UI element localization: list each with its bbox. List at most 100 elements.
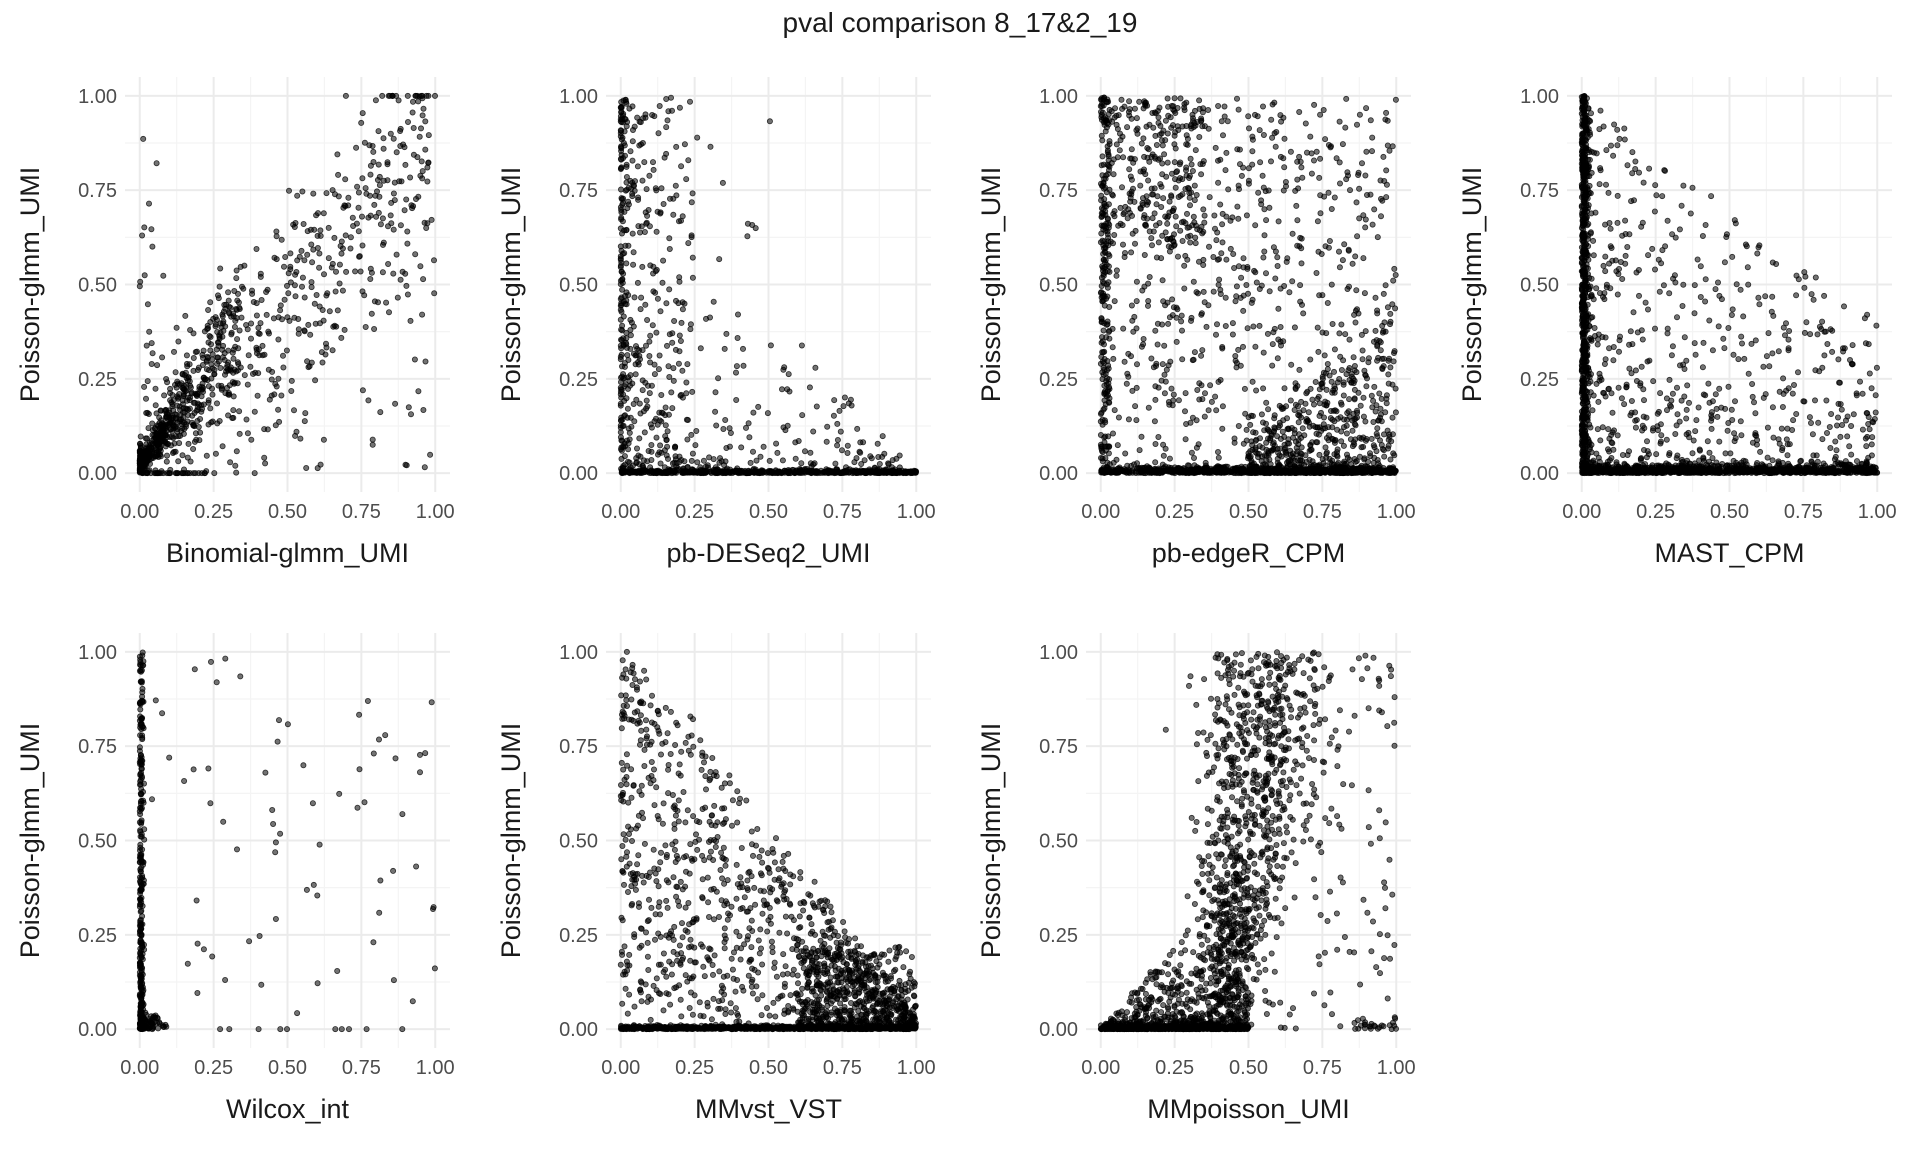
x-tick-label: 0.00 (120, 501, 159, 523)
data-point (639, 139, 646, 146)
data-point (798, 342, 805, 349)
data-point (1133, 298, 1140, 305)
x-tick-label: 0.00 (601, 501, 640, 523)
data-point (402, 270, 409, 277)
data-point (265, 366, 272, 373)
data-point (673, 143, 680, 150)
data-point (379, 215, 386, 222)
data-point (1106, 141, 1113, 148)
data-point (1353, 199, 1360, 206)
data-point (1390, 358, 1397, 365)
data-point (219, 443, 226, 450)
x-tick-label: 1.00 (416, 501, 455, 523)
data-point (1232, 298, 1239, 305)
data-point (139, 449, 146, 456)
data-point (1140, 467, 1147, 474)
data-point (255, 346, 262, 353)
data-point (627, 148, 634, 155)
data-point (1274, 433, 1281, 440)
data-point (1263, 217, 1270, 224)
data-point (1145, 297, 1152, 304)
data-point (1342, 124, 1349, 131)
data-point (1378, 213, 1385, 220)
data-point (333, 323, 340, 330)
data-point (903, 468, 910, 475)
data-point (1210, 253, 1217, 260)
x-tick-label: 0.50 (1229, 501, 1268, 523)
data-point (1303, 415, 1310, 422)
data-point (1195, 465, 1202, 472)
data-point (1300, 310, 1307, 317)
data-point (871, 464, 878, 471)
data-point (677, 392, 684, 399)
data-point (1211, 212, 1218, 219)
data-point (403, 282, 410, 289)
data-point (1214, 321, 1221, 328)
data-point (152, 402, 159, 409)
data-point (1158, 203, 1165, 210)
data-point (325, 224, 332, 231)
data-point (1276, 402, 1283, 409)
data-point (155, 453, 162, 460)
y-axis-label: Poisson-glmm_UMI (976, 167, 1006, 403)
data-point (1099, 153, 1106, 160)
data-point (272, 422, 279, 429)
data-point (1383, 167, 1390, 174)
data-point (1200, 228, 1207, 235)
data-point (317, 461, 324, 468)
data-point (1125, 416, 1132, 423)
data-point (152, 467, 159, 474)
data-point (694, 134, 701, 141)
x-axis-label: pb-DESeq2_UMI (666, 538, 870, 568)
data-point (211, 370, 218, 377)
data-point (621, 227, 628, 234)
data-point (370, 158, 377, 165)
data-point (1260, 131, 1267, 138)
data-point (1352, 422, 1359, 429)
data-point (1374, 341, 1381, 348)
data-point (240, 285, 247, 292)
data-point (1136, 98, 1143, 105)
data-point (1189, 167, 1196, 174)
data-point (1145, 466, 1152, 473)
data-point (1134, 361, 1141, 368)
data-point (1260, 419, 1267, 426)
data-point (230, 310, 237, 317)
data-point (288, 387, 295, 394)
data-point (643, 342, 650, 349)
data-point (639, 177, 646, 184)
data-point (617, 262, 624, 269)
data-point (365, 397, 372, 404)
data-point (417, 172, 424, 179)
data-point (225, 347, 232, 354)
data-point (196, 437, 203, 444)
data-point (1354, 306, 1361, 313)
data-point (1289, 230, 1296, 237)
data-point (1153, 360, 1160, 367)
data-point (322, 340, 329, 347)
data-point (1334, 379, 1341, 386)
data-point (1190, 278, 1197, 285)
data-point (1277, 323, 1284, 330)
data-point (231, 287, 238, 294)
data-point (1293, 202, 1300, 209)
data-point (622, 97, 629, 104)
data-point (1199, 123, 1206, 130)
data-point (1287, 397, 1294, 404)
data-point (743, 424, 750, 431)
data-point (1338, 321, 1345, 328)
data-point (1103, 295, 1110, 302)
data-point (263, 311, 270, 318)
data-point (251, 408, 258, 415)
data-point (656, 352, 663, 359)
data-point (860, 467, 867, 474)
data-point (1107, 238, 1114, 245)
data-point (1240, 292, 1247, 299)
data-point (167, 470, 174, 477)
data-point (174, 380, 181, 387)
data-point (617, 434, 624, 441)
data-point (658, 185, 665, 192)
data-point (625, 198, 632, 205)
data-point (1171, 141, 1178, 148)
data-point (629, 157, 636, 164)
